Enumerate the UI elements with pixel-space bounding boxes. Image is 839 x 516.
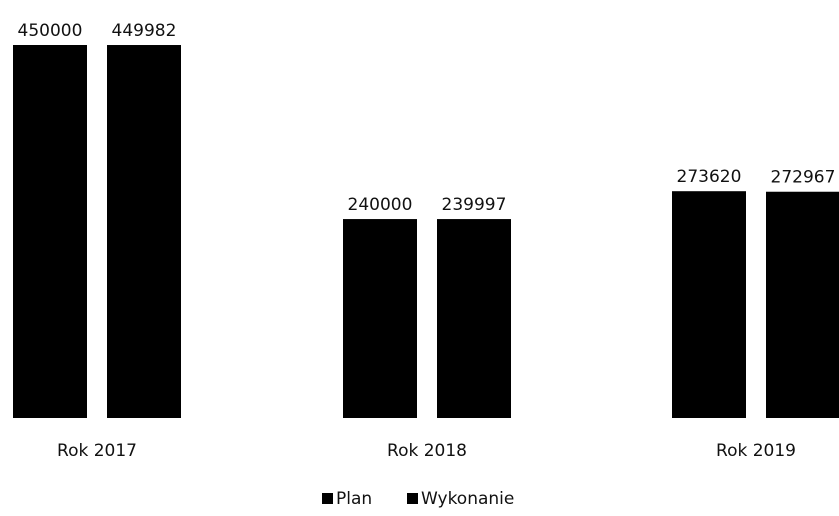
- legend: Plan Wykonanie: [322, 489, 514, 509]
- bar-wykonanie-2: [766, 191, 839, 418]
- legend-swatch-wykonanie: [407, 493, 418, 504]
- category-label-2: Rok 2019: [716, 441, 796, 461]
- data-label-wykonanie-2: 272967: [771, 168, 836, 188]
- bar-wykonanie-0: [107, 45, 181, 418]
- data-label-plan-2: 273620: [677, 167, 742, 187]
- category-labels-layer: Rok 2017 Rok 2018 Rok 2019: [57, 441, 796, 461]
- value-labels-layer: 450000 449982 240000 239997 273620 272967: [18, 21, 836, 215]
- legend-label-wykonanie: Wykonanie: [421, 489, 514, 509]
- bars-layer: [13, 45, 839, 418]
- legend-swatch-plan: [322, 493, 333, 504]
- category-label-0: Rok 2017: [57, 441, 137, 461]
- bar-plan-1: [343, 219, 417, 418]
- data-label-plan-1: 240000: [348, 195, 413, 215]
- bar-plan-2: [672, 191, 746, 418]
- bar-wykonanie-1: [437, 219, 511, 418]
- category-label-1: Rok 2018: [387, 441, 467, 461]
- bar-plan-0: [13, 45, 87, 418]
- data-label-plan-0: 450000: [18, 21, 83, 41]
- data-label-wykonanie-1: 239997: [442, 195, 507, 215]
- data-label-wykonanie-0: 449982: [112, 21, 177, 41]
- legend-label-plan: Plan: [336, 489, 372, 509]
